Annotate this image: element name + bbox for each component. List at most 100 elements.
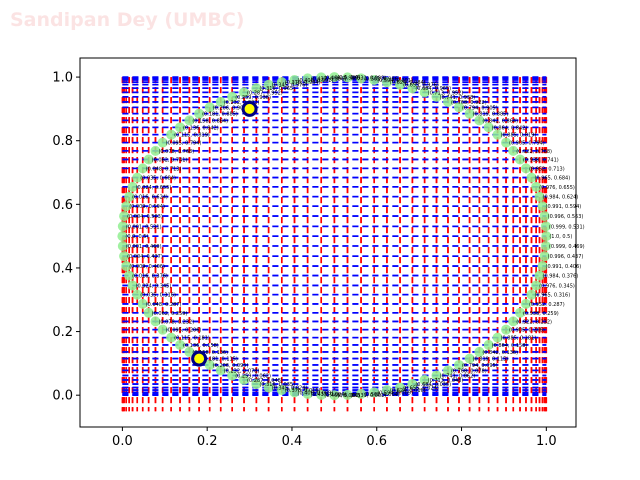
circle-point: [215, 365, 226, 376]
point-label: (0.181, 0.115): [202, 357, 238, 363]
point-label: (0.864, 0.842): [492, 125, 528, 131]
point-label: (0.819, 0.115): [473, 357, 509, 363]
circle-point: [119, 211, 130, 222]
point-coordinate-labels: (0.5, 0.0)(0.531, 0.001)(0.563, 0.004)(0…: [125, 75, 584, 399]
point-label: (0.206, 0.905): [213, 105, 249, 111]
point-label: (0.062, 0.741): [152, 157, 188, 163]
circle-point: [175, 122, 186, 133]
circle-point: [515, 307, 526, 318]
point-label: (0.996, 0.563): [548, 214, 584, 220]
point-label: (0.842, 0.864): [482, 118, 518, 124]
y-tick-label: 0.8: [52, 134, 73, 149]
point-label: (0.794, 0.905): [462, 105, 498, 111]
x-axis-ticks: 0.0 0.2 0.4 0.6 0.8 1.0: [112, 427, 557, 449]
circle-point: [150, 145, 161, 156]
circle-point: [442, 365, 453, 376]
circle-point: [239, 374, 250, 385]
circle-point: [539, 211, 550, 222]
point-label: (0.794, 0.095): [462, 363, 498, 369]
y-tick-label: 0.2: [52, 325, 73, 340]
point-label: (0.842, 0.136): [482, 350, 518, 356]
circle-point: [464, 108, 475, 119]
point-label: (0.991, 0.406): [546, 264, 582, 270]
circle-point: [537, 261, 548, 272]
x-tick-label: 0.8: [451, 434, 472, 449]
circle-point: [540, 240, 551, 251]
circle-point: [329, 72, 340, 83]
circle-point: [442, 96, 453, 107]
circle-point: [381, 77, 392, 88]
point-label: (0.024, 0.345): [136, 283, 172, 289]
point-label: (0.437, 0.996): [311, 76, 347, 82]
circle-point: [541, 231, 552, 242]
y-tick-label: 0.4: [52, 261, 73, 276]
point-label: (0.905, 0.794): [509, 141, 545, 147]
point-label: (0.952, 0.713): [529, 166, 565, 172]
highlighted-point: [191, 350, 208, 367]
point-label: (0.001, 0.469): [126, 244, 162, 250]
circle-point: [302, 73, 313, 84]
point-label: (0.437, 0.004): [311, 392, 347, 398]
highlighted-point: [241, 100, 258, 117]
x-tick-label: 0.2: [197, 434, 218, 449]
point-label: (0.5, 1.0): [337, 75, 360, 81]
circle-point: [483, 339, 494, 350]
point-label: (0.016, 0.376): [132, 274, 168, 280]
circle-point: [515, 154, 526, 165]
point-label: (0.376, 0.016): [285, 388, 321, 394]
point-label: (0.684, 0.035): [415, 382, 451, 388]
point-label: (0.938, 0.741): [523, 157, 559, 163]
circle-point: [419, 87, 430, 98]
circle-point: [539, 251, 550, 262]
point-label: (0.976, 0.655): [539, 185, 575, 191]
circle-point: [263, 79, 274, 90]
point-label: (0.741, 0.938): [440, 95, 476, 101]
circle-point: [143, 307, 154, 318]
point-label: (0.922, 0.232): [516, 319, 552, 325]
point-label: (0.594, 0.991): [377, 78, 413, 84]
circle-point: [127, 280, 138, 291]
point-label: (0.287, 0.048): [247, 378, 283, 384]
point-label: (0.885, 0.181): [501, 336, 537, 342]
point-label: (1.0, 0.5): [549, 234, 572, 240]
circle-point: [501, 137, 512, 148]
circle-point: [464, 353, 475, 364]
circle-point: [132, 172, 143, 183]
point-label: (0.885, 0.819): [501, 133, 537, 139]
point-label: (0.259, 0.062): [235, 373, 271, 379]
circle-point: [329, 390, 340, 401]
point-label: (0.035, 0.316): [140, 293, 176, 299]
circle-point: [508, 145, 519, 156]
point-label: (0.563, 0.996): [364, 76, 400, 82]
point-label: (0.181, 0.885): [202, 112, 238, 118]
circle-point: [316, 72, 327, 83]
circle-point: [537, 201, 548, 212]
point-label: (0.406, 0.009): [298, 390, 334, 396]
circle-points: [117, 72, 552, 401]
point-label: (0.136, 0.842): [183, 125, 219, 131]
point-label: (0.655, 0.976): [403, 83, 439, 89]
circle-point: [369, 387, 380, 398]
point-label: (0.684, 0.965): [415, 86, 451, 92]
circle-point: [407, 379, 418, 390]
circle-point: [342, 72, 353, 83]
point-label: (0.0, 0.5): [125, 234, 148, 240]
circle-point: [431, 370, 442, 381]
point-label: (0.922, 0.768): [516, 149, 552, 155]
point-label: (0.984, 0.624): [543, 195, 579, 201]
circle-point: [492, 332, 503, 343]
point-label: (0.819, 0.885): [473, 112, 509, 118]
point-label: (0.999, 0.469): [549, 244, 585, 250]
x-tick-label: 1.0: [536, 434, 557, 449]
point-label: (0.078, 0.232): [158, 319, 194, 325]
circle-point: [520, 298, 531, 309]
circle-point: [526, 172, 537, 183]
point-label: (0.864, 0.158): [492, 343, 528, 349]
circle-point: [124, 191, 135, 202]
watermark-text: Sandipan Dey (UMBC): [10, 9, 245, 31]
circle-point: [117, 240, 128, 251]
point-label: (0.713, 0.952): [428, 90, 464, 96]
circle-point: [121, 261, 132, 272]
circle-point: [342, 389, 353, 400]
point-label: (0.232, 0.922): [224, 100, 260, 106]
